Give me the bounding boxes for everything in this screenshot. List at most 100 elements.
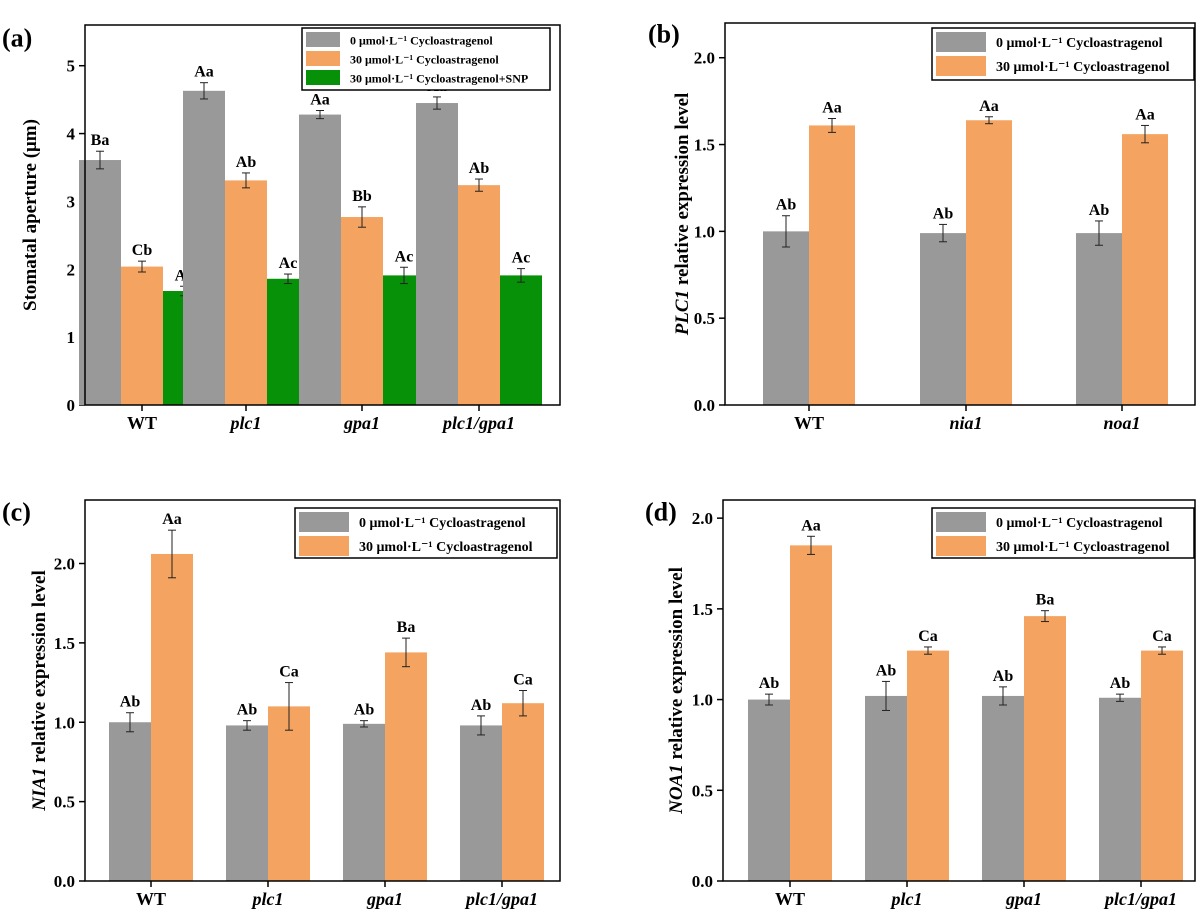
x-tick-label: gpa1 (343, 413, 380, 433)
bar-gray (299, 114, 341, 406)
panel-label: (d) (645, 497, 677, 526)
significance-label: Aa (162, 511, 182, 528)
significance-label: Aa (801, 517, 821, 534)
y-axis-label: Stomatal aperture (μm) (20, 119, 41, 311)
y-axis-label: PLC1 relative expression level (672, 93, 693, 337)
significance-label: Ab (354, 702, 375, 719)
y-tick-label: 0.0 (692, 872, 713, 891)
bar-orange (268, 706, 310, 881)
x-tick-label: plc1 (251, 889, 284, 909)
x-tick-label: gpa1 (366, 889, 403, 909)
bar-orange (1141, 650, 1183, 881)
bar-orange (458, 185, 500, 405)
significance-label: Ba (91, 132, 110, 149)
y-tick-label: 1.0 (54, 713, 75, 732)
bar-orange (502, 703, 544, 881)
significance-label: Ab (471, 697, 492, 714)
x-tick-label: plc1/gpa1 (441, 413, 515, 433)
significance-label: Ab (933, 205, 954, 222)
x-tick-label: WT (127, 413, 157, 433)
significance-label: Ab (1089, 202, 1110, 219)
y-tick-label: 5 (67, 57, 76, 76)
bar-orange (966, 120, 1012, 406)
y-axis-label-gene: NOA1 (666, 764, 687, 815)
bar-orange (225, 180, 267, 405)
y-tick-label: 1.5 (692, 600, 713, 619)
x-tick-label: noa1 (1103, 413, 1140, 433)
x-tick-label: plc1 (229, 413, 262, 433)
significance-label: Ab (236, 154, 257, 171)
bar-gray (982, 695, 1024, 881)
legend-swatch-orange (936, 536, 986, 556)
y-tick-label: 2.0 (692, 509, 713, 528)
panel-label: (a) (2, 23, 32, 52)
significance-label: Ab (469, 160, 490, 177)
bar-gray (865, 695, 907, 881)
significance-label: Ac (512, 250, 531, 267)
bar-orange (341, 217, 383, 405)
panel-label: (c) (2, 497, 31, 526)
plot-frame (84, 24, 561, 406)
significance-label: Ab (759, 675, 780, 692)
significance-label: Ac (395, 248, 414, 265)
significance-label: Ac (279, 255, 298, 272)
plot-frame (722, 499, 1196, 882)
plot-frame (724, 22, 1196, 406)
y-axis-label: NOA1 relative expression level (666, 567, 687, 815)
y-tick-label: 0.5 (694, 309, 715, 328)
legend-swatch-gray (936, 32, 986, 52)
significance-label: Ca (279, 664, 299, 681)
bar-gray (416, 103, 458, 406)
bar-green (500, 275, 542, 405)
y-axis-label-rest: relative expression level (666, 567, 687, 764)
significance-label: Aa (1135, 106, 1155, 123)
significance-label: Ca (513, 672, 533, 689)
legend-swatch-green (306, 70, 340, 85)
legend-entry: 30 μmol·L⁻¹ Cycloastragenol (359, 540, 533, 555)
bar-orange (385, 652, 427, 881)
significance-label: Aa (194, 64, 214, 81)
y-tick-label: 2.0 (694, 49, 715, 68)
legend: 0 μmol·L⁻¹ Cycloastragenol 30 μmol·L⁻¹ Cy… (294, 507, 558, 559)
x-tick-label: plc1/gpa1 (1103, 889, 1177, 909)
bar-orange (907, 650, 949, 881)
bar-orange (1122, 134, 1168, 406)
bar-gray (183, 90, 225, 406)
bar-orange (121, 266, 163, 405)
y-tick-label: 0.5 (54, 793, 75, 812)
bar-gray (226, 725, 268, 881)
legend: 0 μmol·L⁻¹ Cycloastragenol 30 μmol·L⁻¹ Cy… (931, 27, 1195, 81)
panel-b: (b) 0.0 0.5 1.0 1.5 2.0 PLC1 relative expressi… (648, 19, 1196, 433)
bar-gray (79, 160, 121, 405)
legend-swatch-orange (306, 51, 340, 66)
legend-swatch-gray (306, 32, 340, 47)
legend-entry: 30 μmol·L⁻¹ Cycloastragenol (996, 60, 1170, 75)
y-tick-label: 0 (67, 396, 76, 415)
y-tick-label: 1.5 (694, 136, 715, 155)
legend: 0 μmol·L⁻¹ Cycloastragenol 30 μmol·L⁻¹ Cy… (931, 507, 1195, 559)
legend-entry: 0 μmol·L⁻¹ Cycloastragenol (996, 36, 1163, 51)
significance-label: Ab (776, 197, 797, 214)
y-axis-label-gene: PLC1 (672, 290, 693, 336)
x-tick-label: WT (775, 889, 805, 909)
legend-swatch-orange (936, 56, 986, 76)
bar-orange (1024, 616, 1066, 881)
significance-label: Ba (397, 619, 416, 636)
significance-label: Ba (1036, 592, 1055, 609)
legend-entry: 0 μmol·L⁻¹ Cycloastragenol (359, 516, 526, 531)
bar-gray (109, 722, 151, 881)
y-tick-label: 3 (67, 192, 76, 211)
significance-label: Aa (822, 100, 842, 117)
bar-gray (748, 699, 790, 881)
x-tick-label: plc1 (890, 889, 923, 909)
legend-swatch-gray (299, 512, 349, 532)
bar-orange (790, 545, 832, 881)
bar-orange (151, 553, 193, 881)
legend-entry: 0 μmol·L⁻¹ Cycloastragenol (996, 516, 1163, 531)
y-axis-label-rest: relative expression level (29, 570, 50, 767)
significance-label: Aa (979, 98, 999, 115)
y-tick-label: 0.0 (54, 872, 75, 891)
x-tick-label: gpa1 (1005, 889, 1042, 909)
